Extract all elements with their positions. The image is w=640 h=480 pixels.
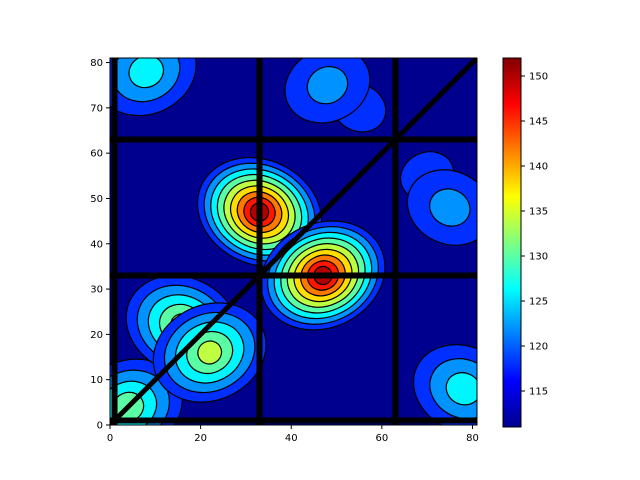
contour-region [128, 58, 165, 89]
contour-region [306, 65, 349, 105]
x-tick-label: 40 [285, 433, 298, 444]
colorbar-tick-label: 140 [529, 162, 548, 173]
colorbar-tick-label: 125 [529, 297, 548, 308]
colorbar-tick-label: 145 [529, 117, 548, 128]
plot-frame [109, 57, 478, 426]
colorbar-tick-label: 120 [529, 342, 548, 353]
colorbar-tick-label: 135 [529, 207, 548, 218]
colorbar-frame [502, 57, 522, 428]
contour-region [429, 188, 471, 227]
colorbar: 115 120 125 130 135 140 145 150 [502, 57, 548, 428]
x-axis: 0 20 40 60 80 [107, 425, 479, 444]
y-tick-label: 60 [90, 149, 103, 160]
colorbar-tick-label: 130 [529, 252, 548, 263]
y-axis: 0 10 20 30 40 50 60 70 80 [90, 58, 110, 432]
diagonal-line [110, 58, 477, 425]
x-tick-label: 0 [107, 433, 113, 444]
x-tick-label: 80 [466, 433, 479, 444]
x-tick-label: 20 [194, 433, 207, 444]
y-tick-label: 30 [90, 285, 103, 296]
contour-region [445, 372, 477, 406]
y-tick-label: 70 [90, 103, 103, 114]
y-tick-label: 80 [90, 58, 103, 69]
y-tick-label: 40 [90, 239, 103, 250]
y-tick-label: 50 [90, 194, 103, 205]
colorbar-gradient [503, 58, 521, 427]
separator-lines [110, 58, 477, 425]
contour-region [197, 340, 223, 365]
x-tick-label: 60 [375, 433, 388, 444]
y-tick-label: 10 [90, 375, 103, 386]
colorbar-ticks: 115 120 125 130 135 140 145 150 [521, 72, 548, 398]
colorbar-tick-label: 150 [529, 72, 548, 83]
y-tick-label: 0 [97, 421, 103, 432]
colorbar-tick-label: 115 [529, 387, 548, 398]
plot-area [110, 58, 477, 425]
y-tick-label: 20 [90, 330, 103, 341]
